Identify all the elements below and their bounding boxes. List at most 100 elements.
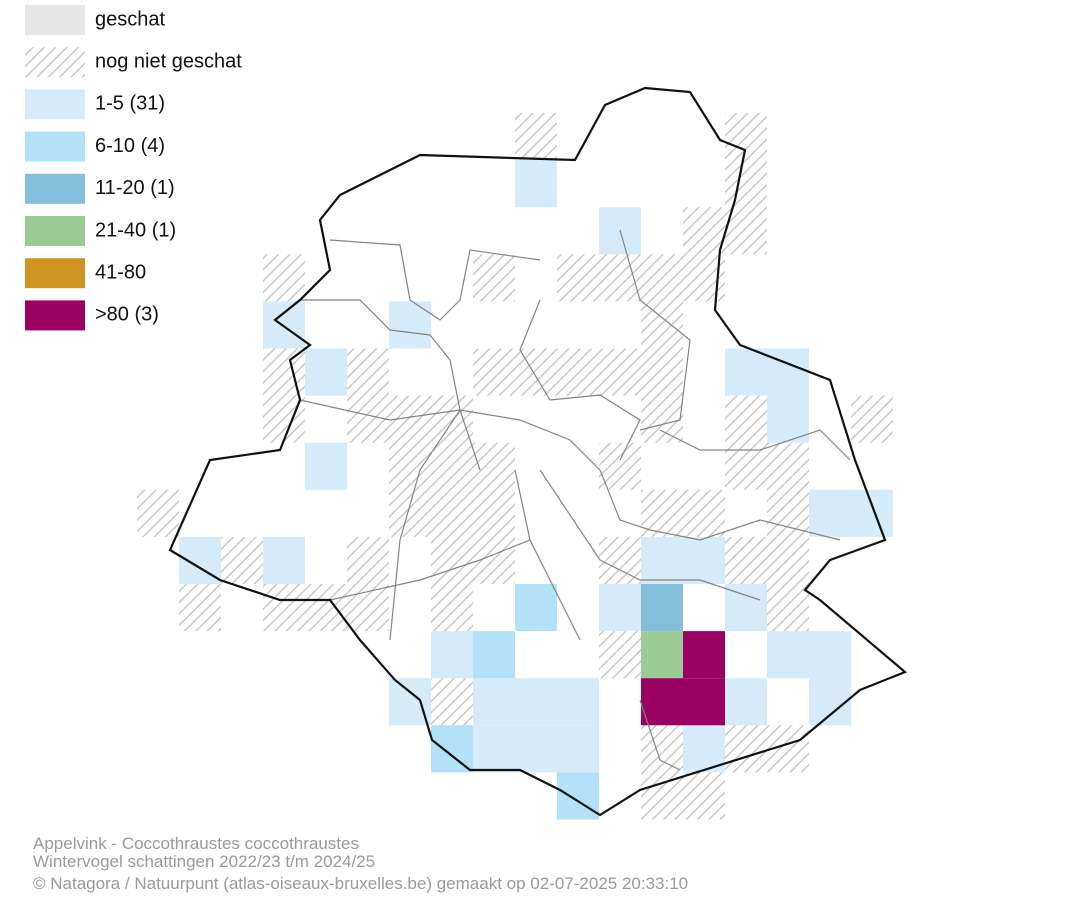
unsurveyed-cell bbox=[725, 725, 767, 773]
unsurveyed-cell bbox=[347, 395, 389, 443]
unsurveyed-cell bbox=[431, 489, 473, 537]
abundance-cell bbox=[725, 584, 767, 632]
unsurveyed-cell bbox=[431, 395, 473, 443]
legend-label: nog niet geschat bbox=[95, 50, 242, 72]
unsurveyed-cell bbox=[347, 348, 389, 396]
abundance-cell bbox=[305, 348, 347, 396]
legend-swatch bbox=[25, 131, 85, 162]
abundance-cell bbox=[557, 772, 599, 820]
unsurveyed-cell bbox=[725, 536, 767, 584]
unsurveyed-cell bbox=[641, 725, 683, 773]
grid-cells bbox=[137, 113, 893, 820]
unsurveyed-cell bbox=[599, 536, 641, 584]
abundance-cell bbox=[767, 348, 809, 396]
unsurveyed-cell bbox=[431, 536, 473, 584]
unsurveyed-cell bbox=[347, 536, 389, 584]
unsurveyed-cell bbox=[683, 489, 725, 537]
unsurveyed-cell bbox=[641, 301, 683, 349]
unsurveyed-cell bbox=[683, 207, 725, 255]
legend-label: 1-5 (31) bbox=[95, 93, 165, 115]
abundance-cell bbox=[767, 395, 809, 443]
unsurveyed-cell bbox=[641, 348, 683, 396]
unsurveyed-cell bbox=[599, 631, 641, 679]
abundance-cell bbox=[809, 678, 851, 726]
unsurveyed-cell bbox=[683, 772, 725, 820]
unsurveyed-cell bbox=[767, 442, 809, 490]
legend-swatch bbox=[25, 5, 85, 35]
unsurveyed-cell bbox=[305, 584, 347, 632]
unsurveyed-cell bbox=[389, 489, 431, 537]
legend: geschat nog niet geschat 1-5 (31) 6-10 (4) 1… bbox=[25, 5, 242, 331]
legend-swatch bbox=[25, 216, 85, 246]
unsurveyed-cell bbox=[221, 536, 263, 584]
unsurveyed-cell bbox=[473, 442, 515, 490]
unsurveyed-cell bbox=[557, 254, 599, 302]
legend-swatch bbox=[25, 89, 85, 120]
unsurveyed-cell bbox=[137, 489, 179, 537]
abundance-cell bbox=[725, 678, 767, 726]
unsurveyed-cell bbox=[473, 489, 515, 537]
unsurveyed-cell bbox=[767, 536, 809, 584]
abundance-cell bbox=[473, 631, 515, 679]
unsurveyed-cell bbox=[431, 442, 473, 490]
abundance-cell bbox=[809, 631, 851, 679]
unsurveyed-cell bbox=[515, 113, 557, 161]
unsurveyed-cell bbox=[263, 584, 305, 632]
abundance-cell bbox=[809, 489, 851, 537]
region-boundary bbox=[168, 86, 908, 817]
unsurveyed-cell bbox=[599, 348, 641, 396]
unsurveyed-cell bbox=[515, 348, 557, 396]
abundance-cell bbox=[515, 678, 557, 726]
legend-label: geschat bbox=[95, 8, 165, 30]
unsurveyed-cell bbox=[767, 584, 809, 632]
legend-label: 21-40 (1) bbox=[95, 219, 176, 241]
abundance-cell bbox=[389, 301, 431, 349]
abundance-cell bbox=[683, 536, 725, 584]
unsurveyed-cell bbox=[431, 584, 473, 632]
footer-period: Wintervogel schattingen 2022/23 t/m 2024… bbox=[33, 852, 375, 871]
abundance-cell bbox=[473, 678, 515, 726]
legend-swatch bbox=[25, 300, 85, 331]
unsurveyed-cell bbox=[473, 348, 515, 396]
abundance-cell bbox=[473, 725, 515, 773]
abundance-cell bbox=[431, 631, 473, 679]
legend-label: 41-80 bbox=[95, 261, 146, 283]
unsurveyed-cell bbox=[641, 489, 683, 537]
unsurveyed-cell bbox=[767, 489, 809, 537]
abundance-cell bbox=[263, 301, 305, 349]
unsurveyed-cell bbox=[431, 678, 473, 726]
municipality-lines bbox=[299, 229, 851, 771]
unsurveyed-cell bbox=[641, 772, 683, 820]
unsurveyed-cell bbox=[641, 395, 683, 443]
abundance-cell bbox=[557, 725, 599, 773]
abundance-cell bbox=[557, 678, 599, 726]
unsurveyed-cell bbox=[263, 254, 305, 302]
abundance-cell bbox=[263, 536, 305, 584]
abundance-cell bbox=[389, 678, 431, 726]
unsurveyed-cell bbox=[725, 160, 767, 208]
unsurveyed-cell bbox=[641, 254, 683, 302]
unsurveyed-cell bbox=[725, 395, 767, 443]
abundance-cell bbox=[683, 678, 725, 726]
abundance-cell bbox=[683, 631, 725, 679]
unsurveyed-cell bbox=[599, 442, 641, 490]
abundance-cell bbox=[851, 489, 893, 537]
legend-label: >80 (3) bbox=[95, 304, 159, 326]
legend-label: 6-10 (4) bbox=[95, 135, 165, 157]
unsurveyed-cell bbox=[557, 348, 599, 396]
legend-swatch bbox=[25, 258, 85, 289]
unsurveyed-cell bbox=[389, 442, 431, 490]
legend-swatch bbox=[25, 47, 85, 78]
abundance-cell bbox=[767, 631, 809, 679]
abundance-cell bbox=[725, 348, 767, 396]
unsurveyed-cell bbox=[599, 254, 641, 302]
abundance-cell bbox=[515, 725, 557, 773]
unsurveyed-cell bbox=[263, 348, 305, 396]
abundance-cell bbox=[305, 442, 347, 490]
abundance-cell bbox=[431, 725, 473, 773]
abundance-cell bbox=[515, 584, 557, 632]
unsurveyed-cell bbox=[473, 254, 515, 302]
unsurveyed-cell bbox=[725, 113, 767, 161]
